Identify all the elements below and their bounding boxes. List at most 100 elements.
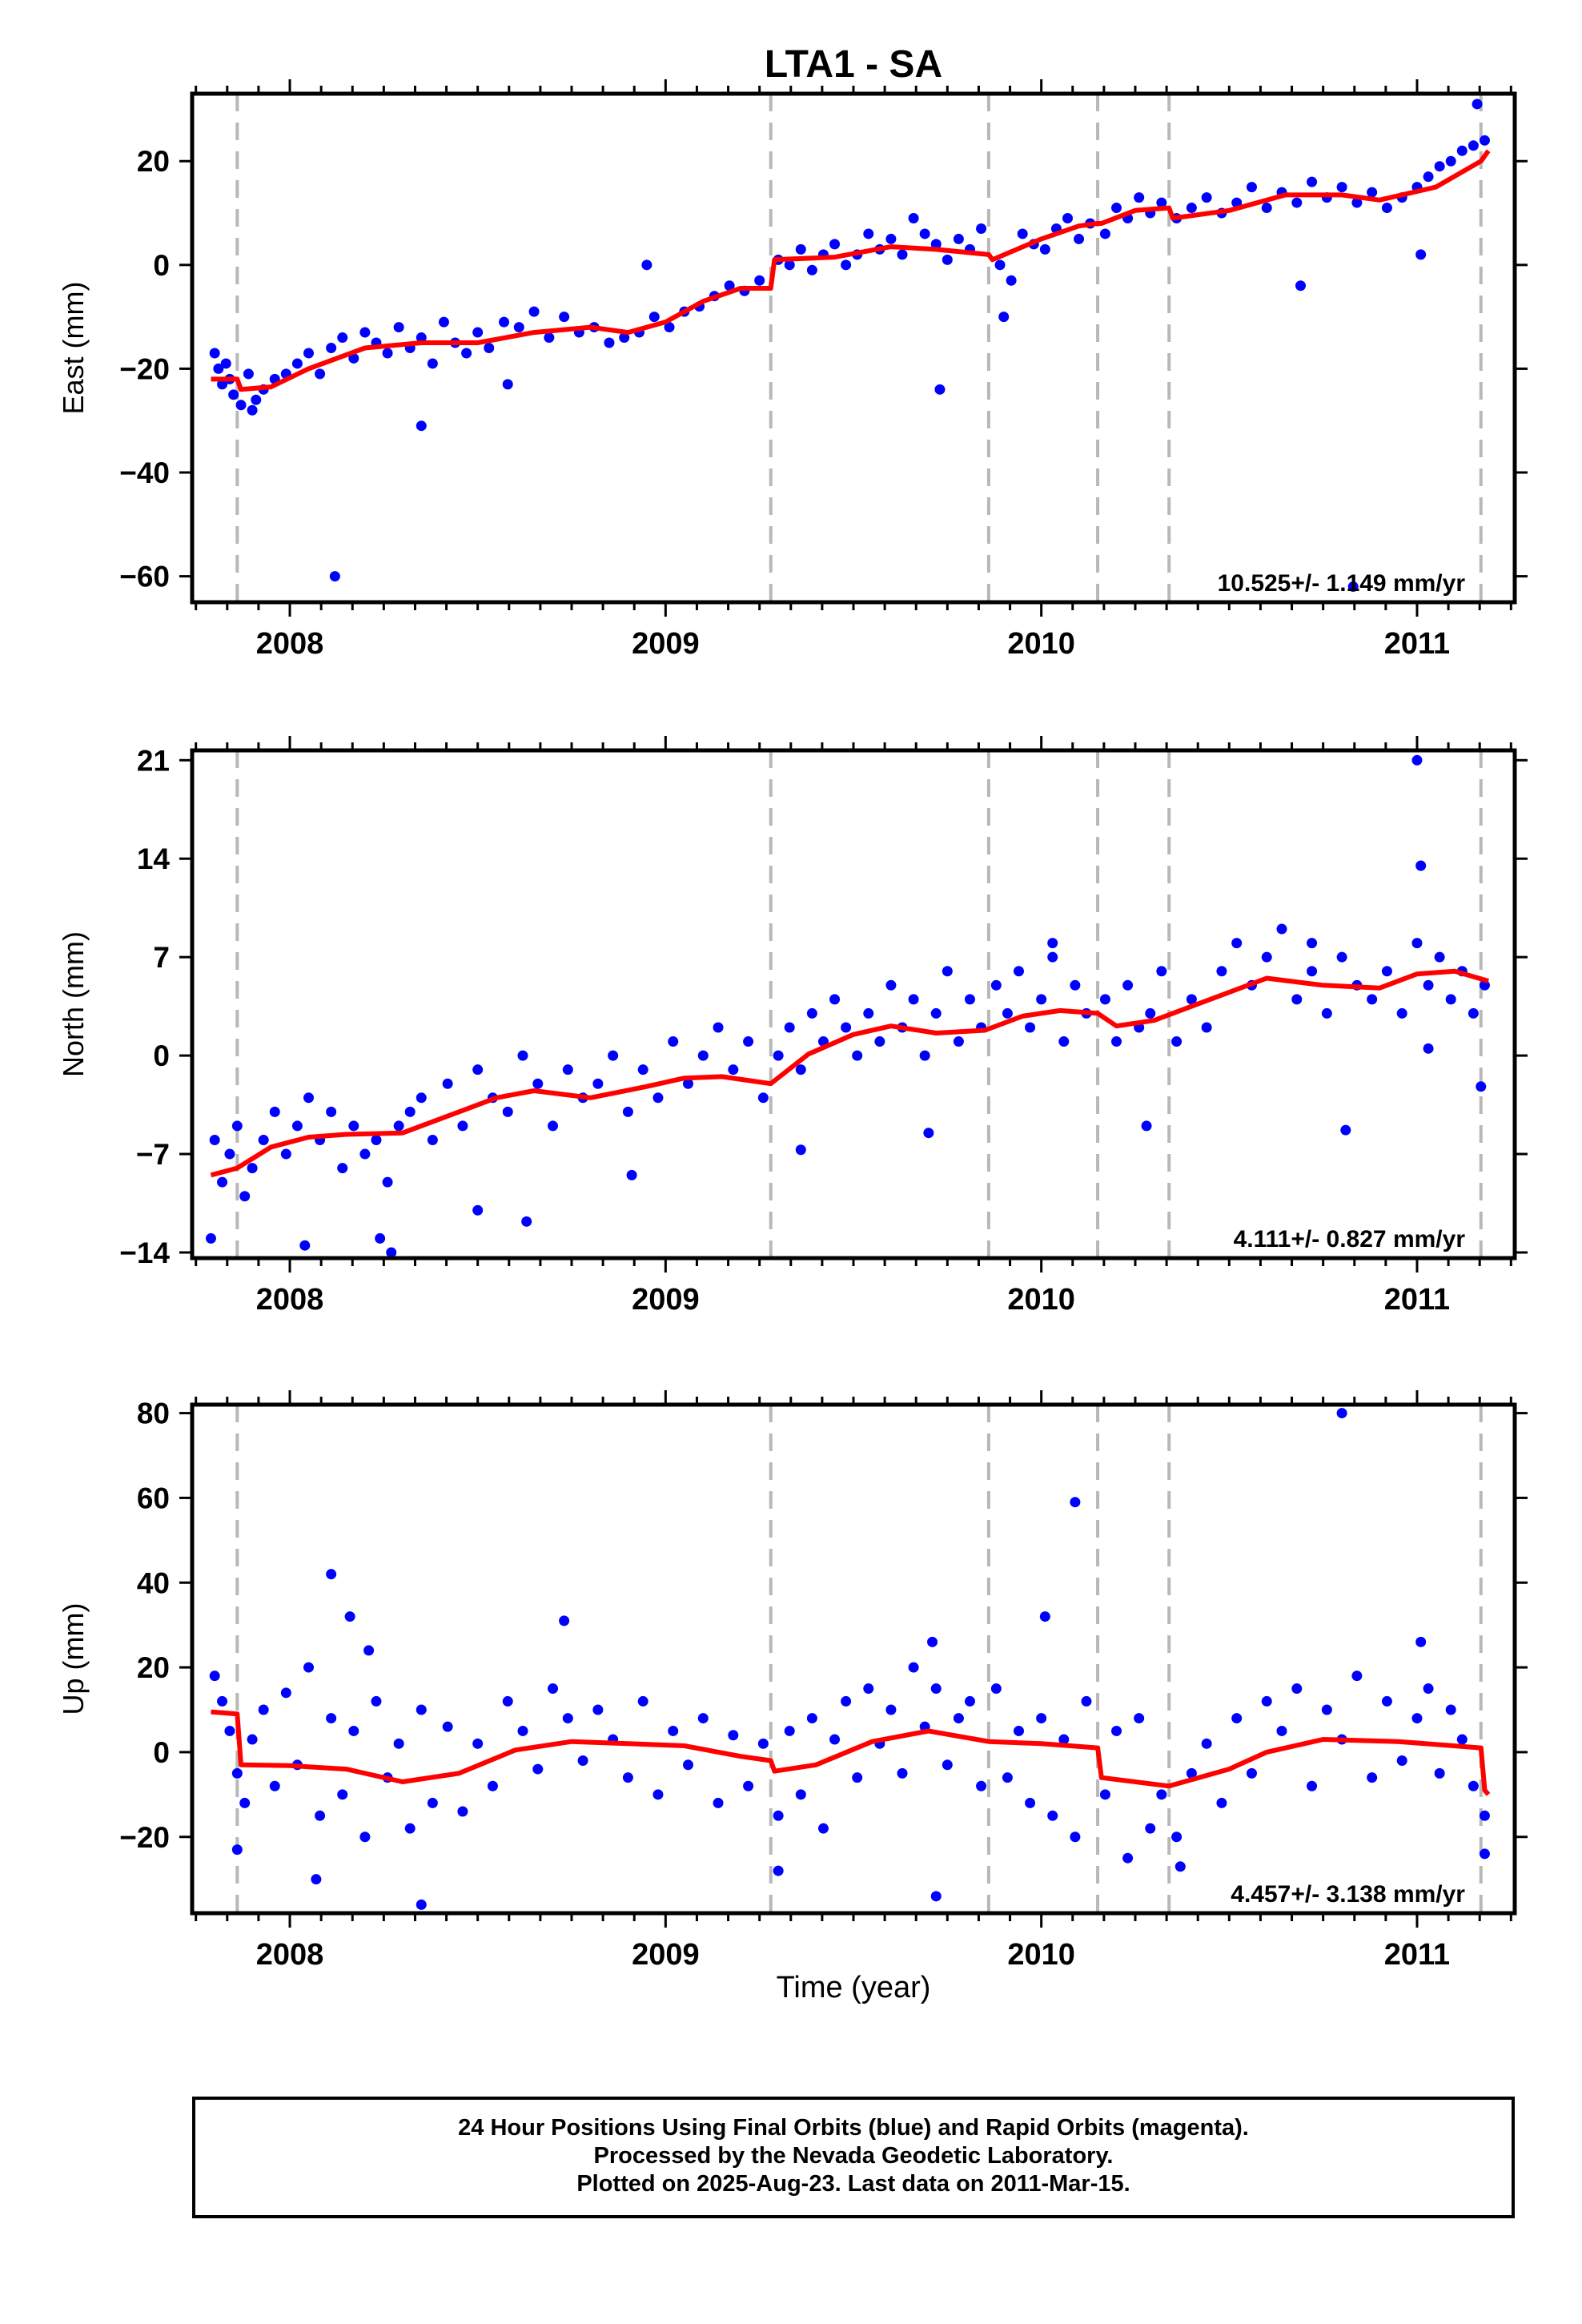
up-data-point — [1014, 1725, 1024, 1736]
east-data-point — [1468, 140, 1479, 151]
up-data-point — [559, 1615, 570, 1626]
up-data-point — [548, 1683, 559, 1695]
up-data-point — [326, 1569, 337, 1580]
up-data-point — [1156, 1789, 1167, 1800]
up-data-point — [359, 1831, 371, 1843]
up-xtick-label: 2009 — [632, 1938, 700, 1972]
north-data-point — [885, 979, 897, 991]
east-data-point — [416, 420, 427, 432]
east-panel: 20 0 −20 −40 −60 2008 2009 2010 2011 East (mm) 10.… — [57, 79, 1528, 661]
north-data-point — [908, 994, 919, 1005]
up-data-point — [1396, 1755, 1407, 1766]
north-ytick-label: 14 — [137, 842, 171, 875]
east-ytick-label: −20 — [119, 352, 170, 385]
up-data-point — [908, 1662, 919, 1673]
up-data-point — [1351, 1671, 1363, 1682]
up-data-point — [697, 1713, 709, 1724]
up-data-point — [1479, 1810, 1490, 1821]
north-data-point — [1445, 994, 1456, 1005]
east-rate-label: 10.525+/- 1.149 mm/yr — [1218, 570, 1466, 597]
east-data-point — [1456, 145, 1468, 156]
footer-line-2: Processed by the Nevada Geodetic Laborat… — [593, 2143, 1114, 2169]
east-data-point — [1423, 171, 1434, 183]
up-data-point — [1479, 1848, 1490, 1860]
footer-line-1: 24 Hour Positions Using Final Orbits (bl… — [458, 2115, 1249, 2141]
north-data-point — [416, 1092, 427, 1104]
east-ytick-label: −40 — [119, 456, 170, 489]
east-points-group — [209, 99, 1490, 593]
up-data-point — [990, 1683, 1002, 1695]
north-data-point — [757, 1092, 769, 1104]
north-data-point — [1036, 994, 1047, 1005]
up-data-point — [1058, 1734, 1070, 1745]
east-data-point — [919, 228, 930, 239]
up-ytick-label: −20 — [119, 1821, 170, 1854]
up-data-point — [217, 1695, 228, 1707]
up-data-point — [416, 1899, 427, 1910]
up-data-point — [337, 1789, 348, 1800]
east-xtick-label: 2009 — [632, 627, 700, 661]
east-data-point — [908, 213, 919, 224]
north-data-point — [217, 1176, 228, 1188]
up-data-point — [1434, 1767, 1445, 1779]
north-data-point — [502, 1106, 513, 1117]
north-data-point — [1307, 966, 1318, 977]
up-data-point — [713, 1797, 724, 1808]
east-data-point — [953, 233, 964, 244]
up-data-point — [502, 1695, 513, 1707]
north-data-point — [1002, 1007, 1013, 1019]
north-data-point — [1476, 1081, 1487, 1092]
east-data-point — [976, 223, 987, 234]
east-data-point — [461, 348, 472, 359]
north-data-point — [1047, 938, 1058, 949]
north-data-point — [1099, 994, 1110, 1005]
up-data-point — [344, 1611, 355, 1622]
up-data-point — [927, 1636, 938, 1647]
up-ytick-label: 40 — [137, 1566, 170, 1599]
north-data-point — [472, 1204, 484, 1216]
north-data-point — [829, 994, 841, 1005]
north-data-point — [1156, 966, 1167, 977]
up-data-point — [311, 1874, 322, 1885]
north-data-point — [1336, 951, 1347, 963]
east-data-point — [528, 306, 540, 317]
up-y-axis-label: Up (mm) — [57, 1603, 90, 1715]
north-data-point — [404, 1106, 416, 1117]
east-data-point — [1307, 176, 1318, 187]
up-data-point — [247, 1734, 258, 1745]
east-data-point — [1415, 249, 1427, 260]
north-data-point — [386, 1247, 397, 1258]
east-data-point — [209, 348, 220, 359]
north-data-point — [1340, 1124, 1351, 1136]
north-rate-label: 4.111+/- 0.827 mm/yr — [1234, 1226, 1466, 1252]
east-data-point — [784, 259, 795, 271]
east-data-point — [559, 312, 570, 323]
north-data-point — [457, 1120, 468, 1132]
up-data-point — [757, 1738, 769, 1749]
north-data-point — [231, 1120, 243, 1132]
east-data-point — [1111, 203, 1122, 214]
north-data-point — [990, 979, 1002, 991]
up-data-point — [1186, 1767, 1197, 1779]
up-data-point — [942, 1759, 953, 1771]
north-data-point — [291, 1120, 303, 1132]
north-data-point — [874, 1036, 885, 1047]
up-data-point — [1122, 1852, 1134, 1864]
north-data-point — [942, 966, 953, 977]
up-data-point — [1047, 1810, 1058, 1821]
east-data-point — [885, 233, 897, 244]
up-data-point — [930, 1891, 942, 1902]
east-data-point — [1291, 197, 1303, 208]
up-data-point — [231, 1844, 243, 1856]
up-data-point — [817, 1823, 829, 1834]
east-data-point — [393, 322, 404, 333]
east-data-point — [1472, 99, 1483, 110]
up-data-point — [258, 1704, 269, 1715]
north-data-point — [348, 1120, 359, 1132]
north-data-point — [930, 1007, 942, 1019]
up-data-point — [577, 1755, 588, 1766]
up-points-group — [209, 1408, 1490, 1910]
north-data-point — [337, 1163, 348, 1174]
up-data-point — [1261, 1695, 1272, 1707]
